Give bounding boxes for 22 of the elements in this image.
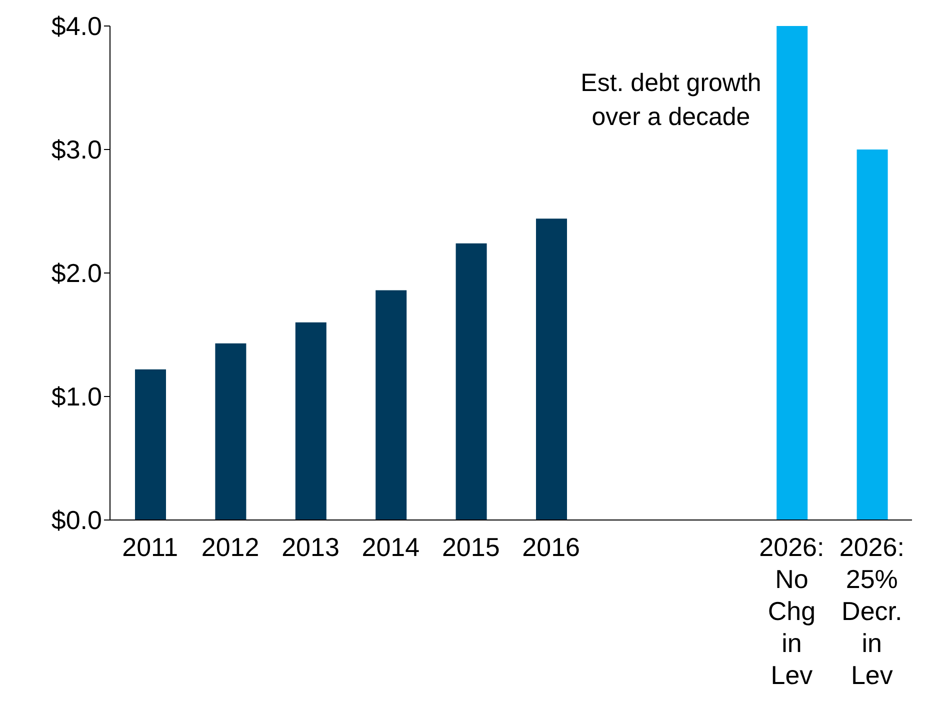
y-tick-label: $4.0 (51, 11, 102, 42)
x-tick-label: 2026: 25% Decr. in Lev (839, 532, 904, 690)
bar (536, 218, 567, 520)
bar (135, 369, 166, 520)
x-tick-label: 2013 (282, 532, 340, 562)
x-tick-label: 2012 (201, 532, 260, 562)
bar (215, 343, 246, 520)
y-tick-label: $1.0 (51, 382, 102, 412)
annotation: Est. debt growth over a decade (580, 68, 762, 133)
x-tick-label: 2011 (122, 532, 178, 562)
y-tick-label: $3.0 (51, 134, 102, 165)
bar (856, 150, 888, 520)
y-tick-label: $0.0 (51, 505, 102, 536)
x-tick-label: 2015 (442, 532, 500, 562)
bar (456, 243, 487, 520)
x-tick-label: 2014 (362, 532, 420, 562)
y-tick-label: $2.0 (51, 258, 102, 288)
x-tick-label: 2026: No Chg in Lev (759, 532, 824, 690)
bar (776, 26, 808, 520)
bar (376, 290, 407, 520)
x-tick-label: 2016 (522, 532, 580, 562)
bar (295, 322, 326, 520)
